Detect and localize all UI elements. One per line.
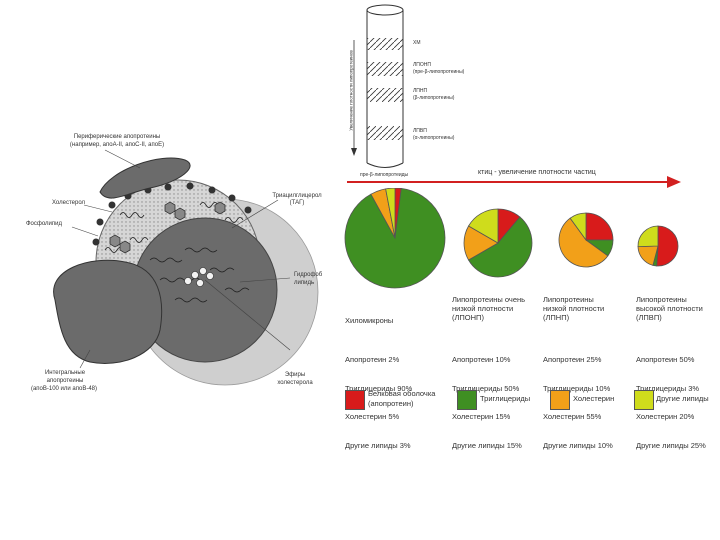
caption-title-vldl: Липопротеины очень [452,295,526,304]
caption-title-chylomicrons: Хиломикроны [345,316,394,325]
tube-label-chylomicrons: ХМ [413,40,421,46]
legend-swatch-other-lipids [634,390,654,410]
hydrophobic-core-label-2: липидь [294,280,315,286]
peripheral-examples-label: (например, апоA-II, апоC-II, апоE) [69,142,165,148]
phospholipid-label: Фосфолипид [26,221,62,227]
pie-slice-vldl-1 [468,216,533,278]
density-arrow [347,176,681,188]
legend-swatch-protein [345,390,365,410]
pct-vldl-chol: Холестерин 15% [452,412,511,421]
pie-slice-ldl-2 [558,217,609,268]
pie-slice-chylomicrons-1 [344,188,446,289]
pie-slice-hdl-3 [637,225,659,248]
pie-slice-hdl-0 [656,225,679,267]
caption-title3-ldl: (ЛПНП) [543,313,570,322]
cholesterol-esters-dots [184,267,214,287]
integral-apoprotein [53,259,163,364]
integral-apoproteins-label-2: апопротеины [46,378,84,384]
lipoprotein-structure-diagram [53,149,319,386]
triacylglycerol-label: Триацилглицерол [272,193,322,199]
peripheral-apoprotein [99,157,191,199]
pie-slice-chylomicrons-3 [385,188,396,239]
integral-apoproteins-label: Интегральные [44,370,86,376]
pct-ldl-protein: Апопротеин 25% [543,355,602,364]
cholesterol-esters-label-2: холестерола [277,380,313,386]
pie-slice-vldl-3 [468,208,499,244]
lipid-tails [104,202,250,303]
tube-label-hdl: ЛПВП [413,128,427,134]
arrow-caption: ктиц - увеличение плотности частиц [478,169,596,176]
pct-hdl-tg: Триглицериды 3% [636,383,700,393]
pct-ldl-chol: Холестерин 55% [543,412,602,421]
caption-title3-vldl: (ЛПОНП) [452,313,484,322]
legend-label-protein: Белковая оболочка [368,389,436,398]
band-chylomicrons [367,38,403,50]
peripheral-apoproteins-label: Периферические апопротеины [73,134,161,140]
tube-label-ldl-sub: (β-липопротеины) [413,95,455,101]
caption-title2-hdl: высокой плотности [636,304,703,313]
legend-label-protein-2: (апопротеин) [368,399,414,408]
pct-hdl-protein: Апопротеин 50% [636,355,695,364]
phospholipid-heads [92,182,252,246]
pct-ldl-other: Другие липиды 10% [543,440,613,450]
pct-hdl-chol: Холестерин 20% [636,412,695,421]
pct-vldl-other: Другие липиды 15% [452,440,522,450]
density-tube-diagram [351,4,404,168]
band-ldl [367,88,403,102]
density-axis-label: Увеличение плотности липопротеинов [348,50,354,131]
legend-swatch-triglycerides [457,390,477,410]
pct-ldl-tg: Триглицериды 10% [543,383,611,393]
pct-chylo-chol: Холестерин 5% [345,412,400,421]
triacylglycerol-abbr-label: (ТАГ) [289,200,305,206]
tube-label-vldl-sub: (пре-β-липопротеины) [413,69,465,75]
legend-label-triglycerides: Триглицериды [480,394,531,403]
pie-slice-ldl-3 [569,212,587,242]
cholesterol-label: Холестерол [52,200,86,206]
legend-label-other-lipids: Другие липиды [656,394,709,403]
band-vldl [367,62,403,76]
pct-chylo-other: Другие липиды 3% [345,440,411,450]
caption-title2-ldl: низкой плотности [543,304,605,313]
cholesterol-molecules [109,201,226,254]
band-hdl [367,126,403,140]
pct-chylo-protein: Апопротеин 2% [345,355,400,364]
pct-chylo-tg: Триглицериды 90% [345,383,413,393]
pct-vldl-tg: Триглицериды 50% [452,383,520,393]
tube-label-vldl: ЛПОНП [413,62,431,68]
pie-slice-ldl-0 [585,212,614,241]
hydrophobic-core-label: Гидрофоб [294,272,323,278]
caption-title-ldl: Липопротеины [543,295,594,304]
pct-hdl-other: Другие липиды 25% [636,440,706,450]
pct-vldl-protein: Апопротеин 10% [452,355,511,364]
caption-title2-vldl: низкой плотности [452,304,514,313]
pie-charts [344,188,679,289]
caption-title-hdl: Липопротеины [636,295,687,304]
caption-title3-hdl: (ЛПВП) [636,313,662,322]
integral-examples-label: (апоB-100 или апоB-48) [30,386,98,392]
leader-lines [71,149,291,369]
tube-bottom-label: пре-β-липопротеиды [360,172,409,178]
tube-label-ldl: ЛПНП [413,88,428,94]
legend-swatch-cholesterol [550,390,570,410]
tube-label-hdl-sub: (α-липопротеины) [413,135,455,141]
legend-label-cholesterol: Холестерин [573,394,615,403]
cholesterol-esters-label: Эфиры [284,372,306,378]
